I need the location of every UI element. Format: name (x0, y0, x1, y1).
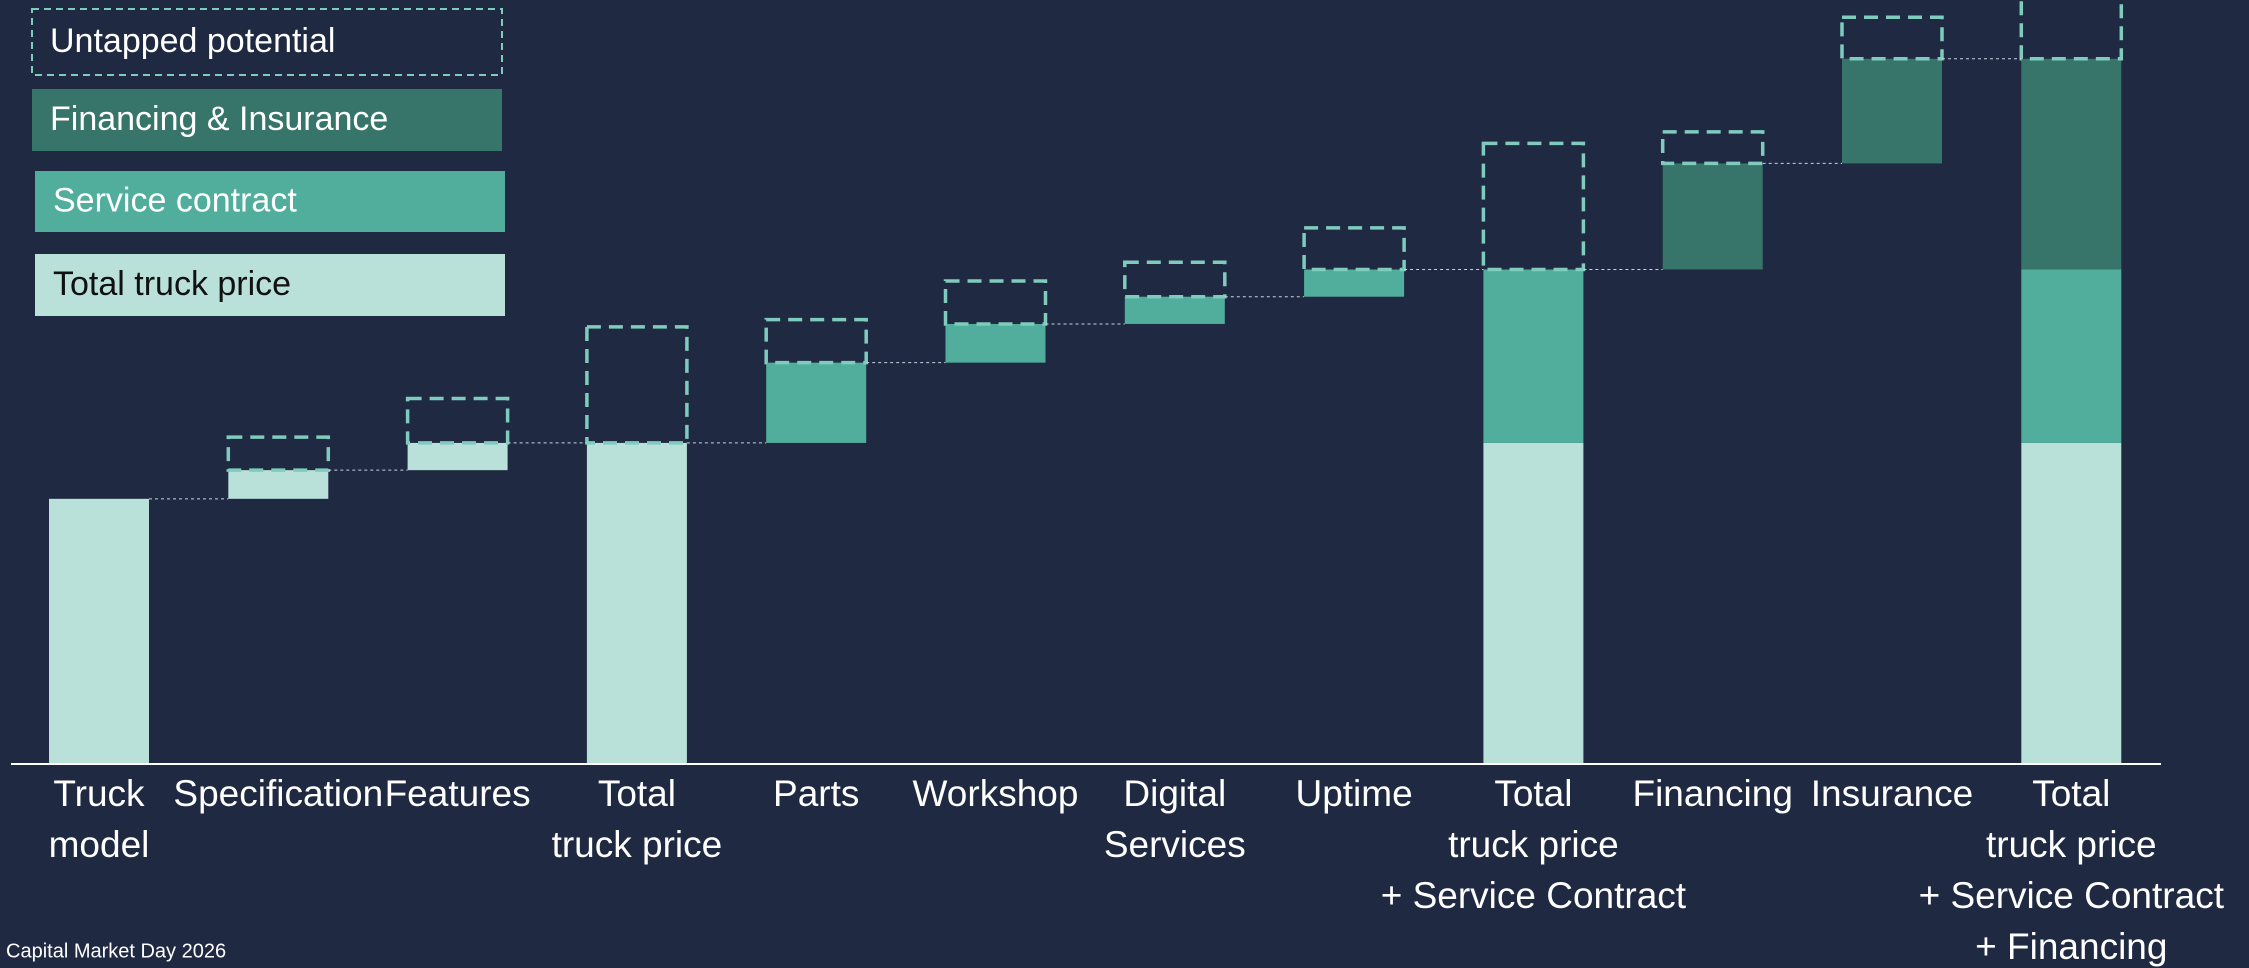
bar (2021, 58, 2122, 270)
untapped-box (405, 396, 510, 445)
x-tick-label-line: truck price (552, 824, 723, 865)
bar (1483, 269, 1584, 443)
bar (1842, 58, 1942, 164)
x-tick-label-line: Features (385, 773, 531, 814)
bar (1304, 269, 1405, 297)
untapped-box (226, 435, 331, 472)
x-tick-label-line: + Service Contract (1919, 875, 2225, 916)
bar (228, 470, 329, 499)
untapped-box (1840, 15, 1944, 61)
untapped-box (1302, 226, 1406, 272)
x-tick-label: Total truck price (552, 773, 723, 865)
x-tick-label-line: Specification (173, 773, 383, 814)
x-tick-label-line: Digital (1123, 773, 1226, 814)
x-tick-label-line: + Financing (1975, 926, 2167, 967)
bar (1124, 296, 1225, 324)
legend-label: Untapped potential (50, 22, 335, 60)
x-tick-label-line: truck price (1448, 824, 1619, 865)
x-tick-label: Total truck price + Service Contract + Fina… (1919, 773, 2225, 967)
x-tick-label: Specification (173, 773, 383, 814)
x-tick-label-line: model (49, 824, 150, 865)
x-tick-label-line: Uptime (1295, 773, 1412, 814)
x-tick-label-line: Financing (1632, 773, 1792, 814)
x-tick-label-line: Services (1104, 824, 1246, 865)
untapped-box (1123, 260, 1227, 299)
bar (49, 498, 149, 764)
x-tick-label-line: Truck (53, 773, 145, 814)
x-tick-label-line: Insurance (1811, 773, 1974, 814)
bar (766, 362, 867, 443)
bar (945, 323, 1046, 363)
x-tick-label-line: Total (1494, 773, 1572, 814)
legend-swatch (31, 8, 503, 76)
x-tick-label-line: truck price (1986, 824, 2157, 865)
x-tick-label: Uptime (1295, 773, 1412, 814)
x-tick-label: Features (385, 773, 531, 814)
untapped-box (764, 317, 868, 365)
bar (586, 442, 687, 764)
x-tick-label-line: Total (2032, 773, 2110, 814)
x-tick-label: Financing (1632, 773, 1792, 814)
legend-label: Total truck price (53, 265, 291, 303)
bar (2021, 269, 2122, 443)
legend-label: Financing & Insurance (50, 100, 388, 138)
x-tick-label-line: + Service Contract (1381, 875, 1687, 916)
bar (407, 442, 508, 471)
x-tick-label-line: Parts (773, 773, 859, 814)
bar (2021, 442, 2122, 764)
x-tick-label: Total truck price + Service Contract (1381, 773, 1687, 916)
untapped-box (2019, 0, 2124, 61)
bar (1662, 163, 1763, 270)
x-tick-label: Workshop (913, 773, 1079, 814)
legend-swatch (35, 171, 505, 232)
untapped-box (1660, 130, 1765, 166)
x-tick-label: Truck model (49, 773, 150, 865)
legend-label: Service contract (53, 181, 297, 219)
bar (1483, 442, 1584, 764)
x-tick-label: Digital Services (1104, 773, 1246, 865)
untapped-box (943, 279, 1048, 326)
x-tick-label-line: Total (598, 773, 676, 814)
legend-swatch (32, 89, 502, 151)
untapped-box (585, 325, 689, 445)
footer: Capital Market Day 2026 (6, 940, 226, 962)
x-tick-label: Insurance (1811, 773, 1974, 814)
x-tick-label: Parts (773, 773, 859, 814)
x-tick-label-line: Workshop (913, 773, 1079, 814)
untapped-box (1481, 141, 1586, 272)
legend-swatch (35, 254, 505, 316)
